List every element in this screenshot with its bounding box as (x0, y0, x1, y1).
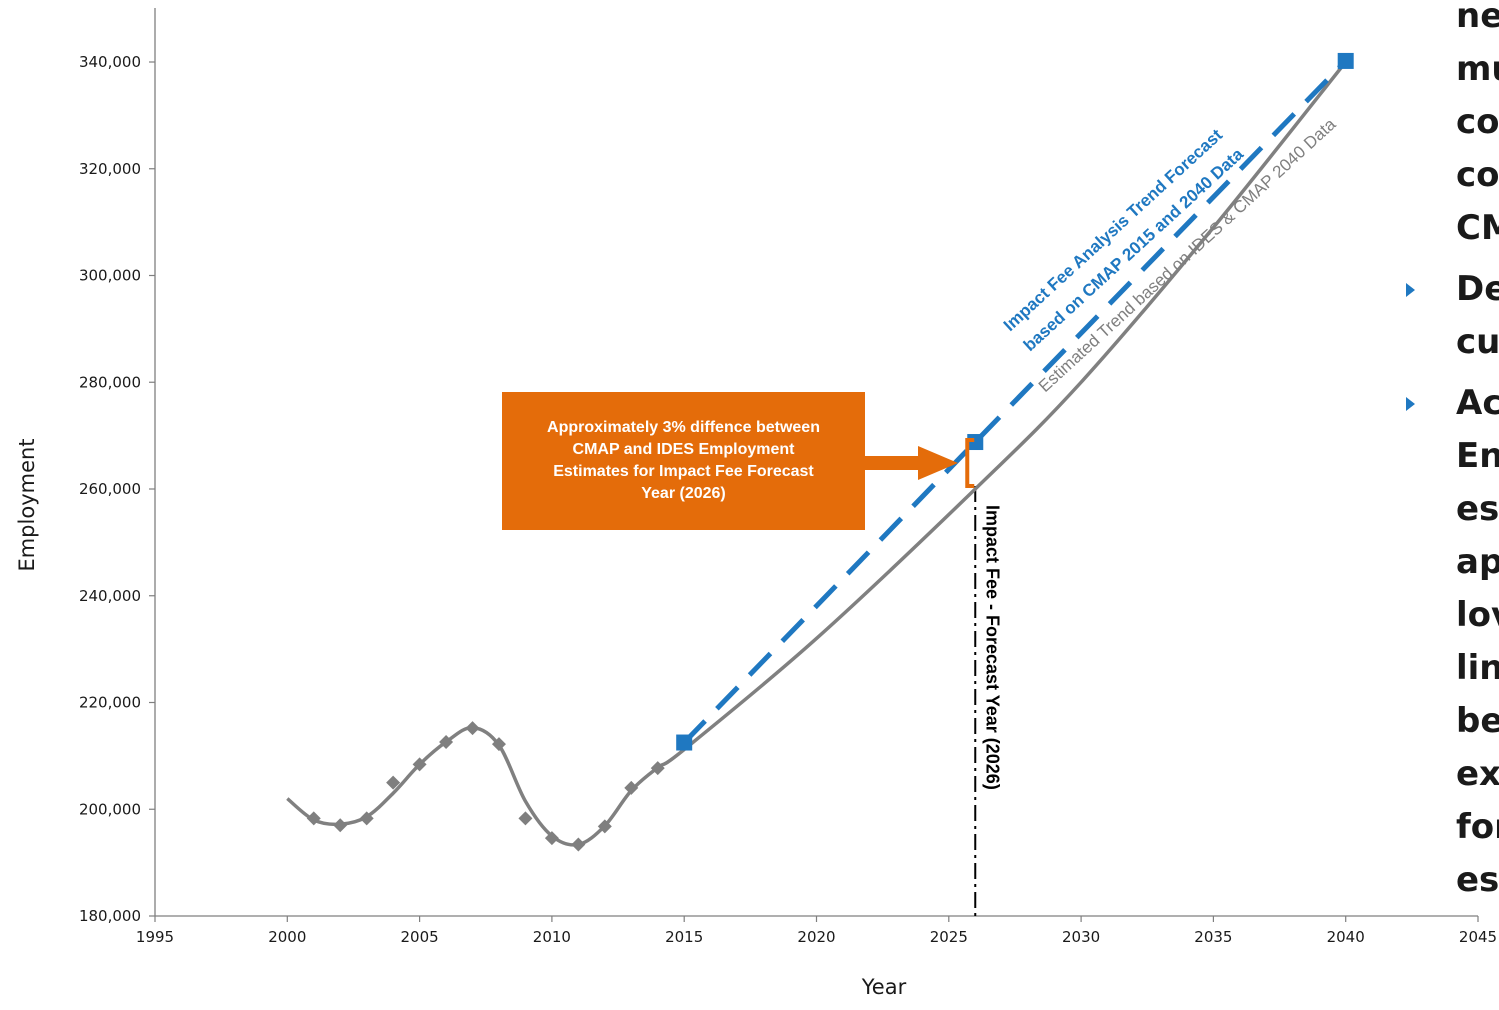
side-text-fragment: ap (1456, 542, 1499, 582)
side-text-fragment: be (1456, 701, 1499, 741)
x-tick-label: 2035 (1194, 928, 1232, 946)
side-text-fragment: co (1456, 155, 1499, 195)
y-tick-label: 180,000 (79, 907, 141, 925)
x-tick-label: 2010 (533, 928, 571, 946)
data-point-square (1337, 52, 1354, 69)
data-point-diamond (518, 811, 533, 826)
data-point-diamond (571, 837, 586, 852)
data-point-diamond (544, 831, 559, 846)
y-axis-title: Employment (15, 438, 39, 571)
data-point-diamond (306, 811, 321, 826)
callout-line-3: Estimates for Impact Fee Forecast (553, 463, 814, 480)
data-point-diamond (597, 819, 612, 834)
data-point-diamond (491, 737, 506, 752)
side-text-fragment: CM (1456, 208, 1499, 248)
difference-callout: Approximately 3% diffence between CMAP a… (502, 392, 865, 530)
difference-bracket (965, 438, 975, 488)
x-tick-label: 2005 (401, 928, 439, 946)
side-text-panel: ne mu co co CM De cu Ac En es ap lov lin be ex for es (1400, 0, 1499, 960)
callout-arrow-head (918, 446, 958, 480)
forecast-year-label: Impact Fee - Forecast Year (2026) (982, 505, 1002, 790)
callout-line-1: Approximately 3% diffence between (547, 419, 820, 436)
y-tick-label: 300,000 (79, 267, 141, 285)
data-point-diamond (333, 818, 348, 833)
x-tick-label: 1995 (136, 928, 174, 946)
side-text-fragment: es (1456, 489, 1499, 529)
x-tick-label: 2040 (1327, 928, 1365, 946)
bullet-arrow-icon (1406, 283, 1415, 297)
data-point-diamond (624, 780, 639, 795)
side-text-fragment: ne (1456, 0, 1499, 36)
x-tick-label: 2000 (268, 928, 306, 946)
side-text-fragment: es (1456, 860, 1499, 900)
blue-trend-line (682, 59, 1348, 745)
callout-line-2: CMAP and IDES Employment (572, 441, 795, 458)
side-text-fragment: lov (1456, 595, 1499, 635)
side-text-fragment: for (1456, 807, 1499, 847)
data-point-diamond (386, 775, 401, 790)
y-tick-label: 220,000 (79, 694, 141, 712)
data-point-diamond (359, 811, 374, 826)
data-point-diamond (650, 761, 665, 776)
data-point-diamond (465, 721, 480, 736)
callout-arrow-shaft (864, 456, 920, 470)
data-point-diamond (439, 734, 454, 749)
y-tick-label: 240,000 (79, 587, 141, 605)
side-text-fragment: Ac (1456, 383, 1499, 423)
x-axis-title: Year (861, 975, 907, 999)
x-tick-label: 2020 (797, 928, 835, 946)
x-tick-label: 2045 (1459, 928, 1497, 946)
side-text-fragment: co (1456, 102, 1499, 142)
y-tick-label: 280,000 (79, 373, 141, 391)
data-point-square (967, 434, 984, 451)
data-point-square (676, 734, 693, 751)
side-text-fragment: De (1456, 269, 1499, 309)
side-text-fragment: ex (1456, 754, 1499, 794)
side-text-fragment: cu (1456, 322, 1499, 362)
bullet-arrow-icon (1406, 397, 1415, 411)
y-tick-label: 340,000 (79, 53, 141, 71)
y-tick-label: 260,000 (79, 480, 141, 498)
side-text-fragment: mu (1456, 49, 1499, 89)
side-text-fragment: En (1456, 436, 1499, 476)
x-tick-label: 2025 (930, 928, 968, 946)
data-point-diamond (412, 757, 427, 772)
x-tick-label: 2030 (1062, 928, 1100, 946)
x-tick-label: 2015 (665, 928, 703, 946)
y-tick-label: 320,000 (79, 160, 141, 178)
side-text-fragment: lin (1456, 648, 1499, 688)
callout-line-4: Year (2026) (641, 485, 726, 502)
gray-trend-line (286, 60, 1348, 847)
y-tick-label: 200,000 (79, 800, 141, 818)
